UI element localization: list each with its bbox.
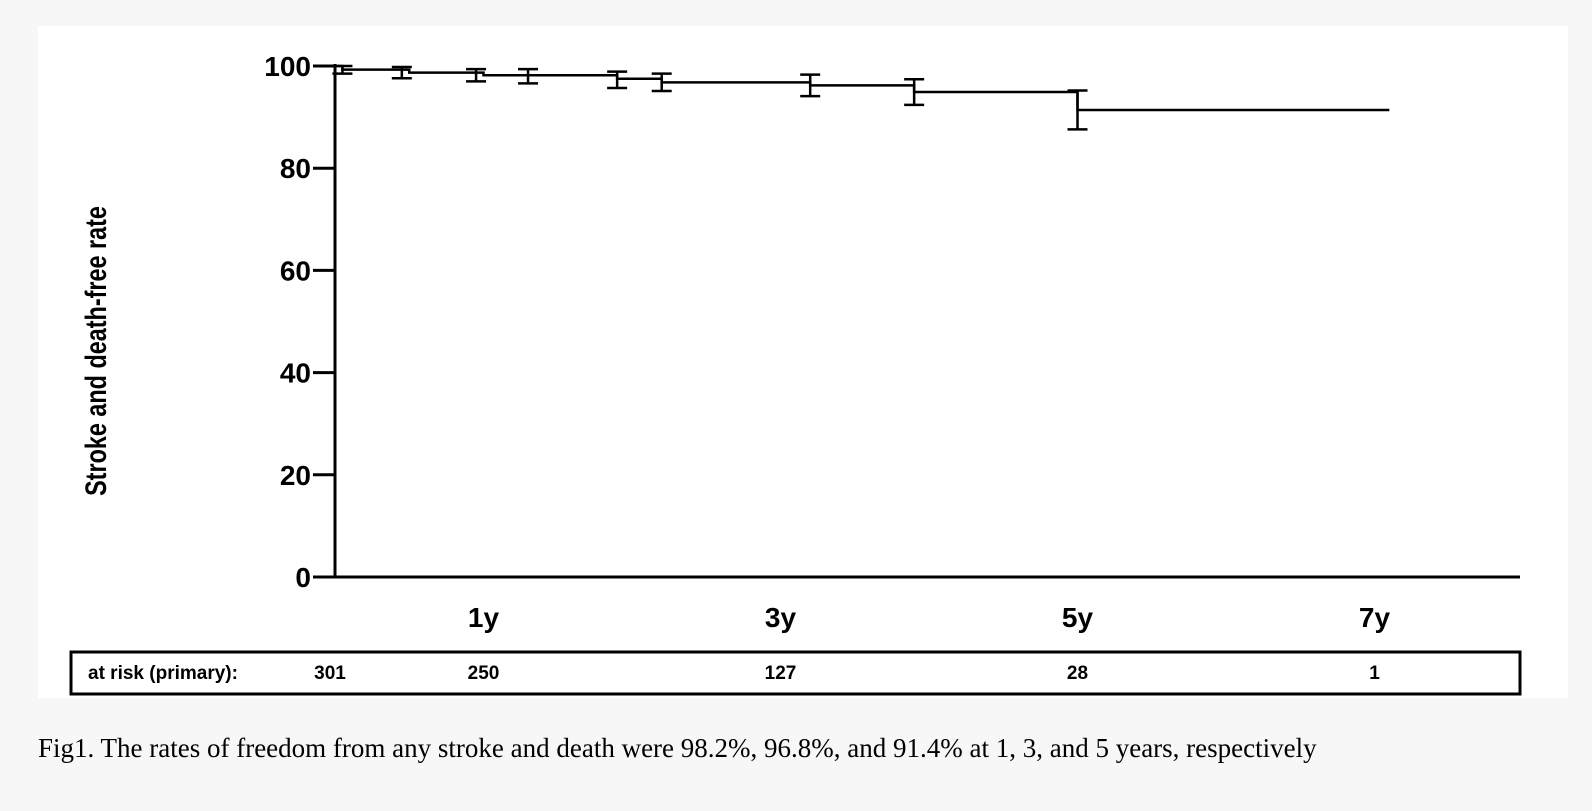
error-bar (1067, 89, 1088, 131)
survival-step-line (335, 64, 1390, 112)
y-tick-label: 20 (280, 460, 311, 491)
x-tick-label: 5y (1062, 602, 1094, 633)
at-risk-count: 28 (1067, 663, 1088, 684)
y-axis-label: Stroke and death-free rate (79, 206, 112, 496)
y-tick-label: 0 (295, 562, 311, 593)
x-tick-label: 7y (1359, 602, 1391, 633)
error-bar (332, 64, 353, 75)
y-tick-label: 60 (280, 255, 311, 286)
figure-panel: Stroke and death-free rate 0 20 40 60 80 100 … (38, 26, 1568, 698)
error-bar (904, 78, 925, 107)
x-axis: 1y 3y 5y 7y (335, 575, 1520, 633)
x-tick-label: 1y (468, 602, 500, 633)
y-tick-label: 40 (280, 358, 311, 389)
error-bar (651, 72, 672, 93)
survival-curve (335, 64, 1390, 112)
x-tick-label: 3y (765, 602, 797, 633)
error-bar (607, 70, 628, 90)
survival-chart: Stroke and death-free rate 020406080100 … (69, 51, 1522, 696)
error-bar (466, 67, 487, 83)
at-risk-count: 250 (468, 663, 500, 684)
error-bar (800, 73, 821, 98)
at-risk-label: at risk (primary): (88, 663, 238, 684)
error-bar (391, 65, 412, 80)
y-tick-label: 100 (264, 51, 311, 82)
y-axis: 0 20 40 60 80 100 (264, 51, 337, 593)
at-risk-table: at risk (primary): 301 250 127 28 1 (69, 650, 1522, 696)
y-tick-label: 80 (280, 153, 311, 184)
at-risk-count: 127 (765, 663, 797, 684)
error-bars (332, 64, 1088, 131)
at-risk-count: 1 (1369, 663, 1380, 684)
at-risk-count: 301 (314, 663, 346, 684)
error-bar (518, 67, 539, 85)
at-risk-box (69, 650, 1522, 696)
figure-caption: Fig1. The rates of freedom from any stro… (38, 733, 1317, 763)
